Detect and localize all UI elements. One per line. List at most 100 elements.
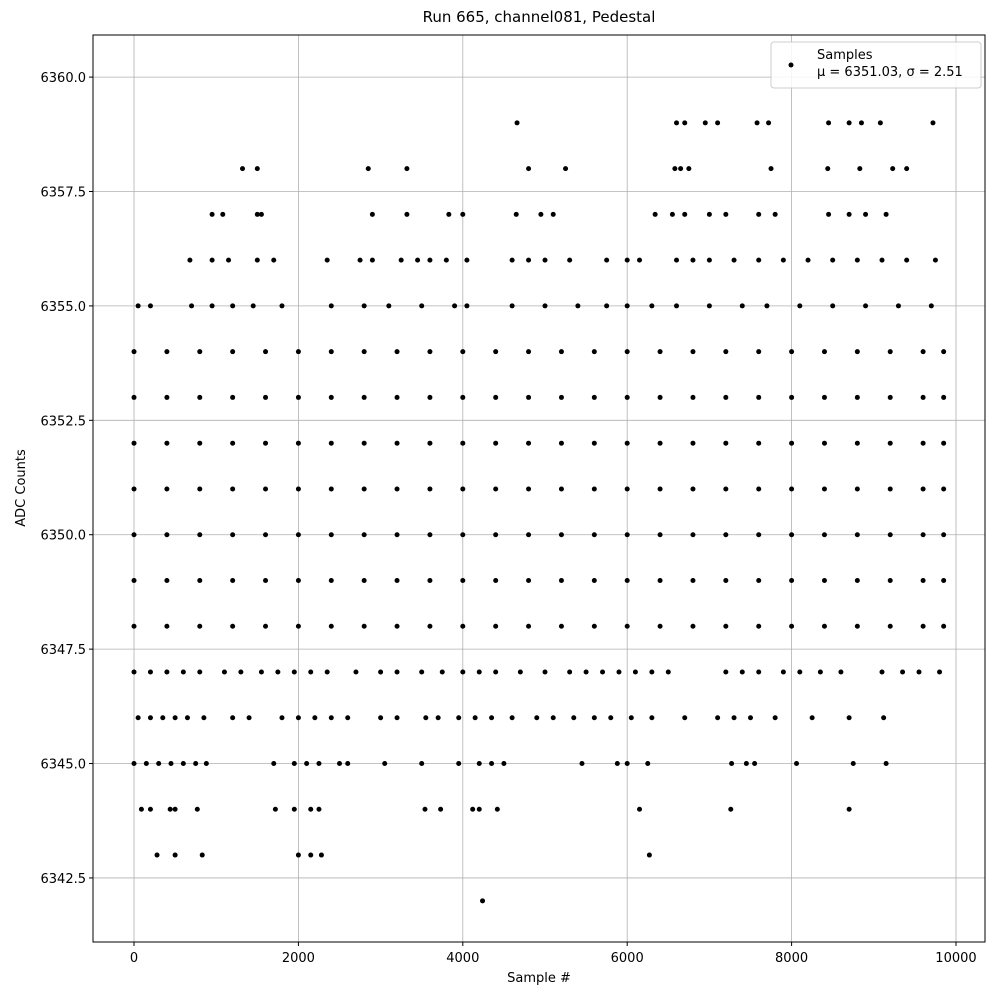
point xyxy=(941,486,947,492)
point xyxy=(941,532,947,538)
point xyxy=(826,120,832,126)
point xyxy=(147,669,153,675)
point xyxy=(764,303,770,309)
point xyxy=(328,303,334,309)
point xyxy=(789,440,795,446)
point xyxy=(538,211,544,217)
point xyxy=(674,303,680,309)
point xyxy=(394,440,400,446)
point xyxy=(756,394,762,400)
point xyxy=(526,440,532,446)
point xyxy=(904,257,910,263)
point xyxy=(600,669,606,675)
point xyxy=(567,257,573,263)
point xyxy=(460,211,466,217)
point xyxy=(230,623,236,629)
point xyxy=(723,349,729,355)
point xyxy=(772,211,778,217)
point xyxy=(591,486,597,492)
point xyxy=(731,715,737,721)
point xyxy=(682,211,688,217)
point xyxy=(230,349,236,355)
point xyxy=(304,761,310,767)
point xyxy=(723,623,729,629)
point xyxy=(715,120,721,126)
plot-frame xyxy=(92,34,986,943)
point xyxy=(857,166,863,172)
point xyxy=(624,394,630,400)
point xyxy=(854,394,860,400)
point xyxy=(846,806,852,812)
point xyxy=(131,486,137,492)
point xyxy=(591,394,597,400)
point xyxy=(131,532,137,538)
point xyxy=(900,669,906,675)
point xyxy=(821,623,827,629)
point xyxy=(854,532,860,538)
point xyxy=(756,349,762,355)
point xyxy=(472,715,478,721)
point xyxy=(881,715,887,721)
point xyxy=(164,349,170,355)
point xyxy=(295,577,301,583)
point xyxy=(263,577,269,583)
point xyxy=(930,120,936,126)
point xyxy=(193,761,199,767)
point xyxy=(789,486,795,492)
point xyxy=(258,669,264,675)
point xyxy=(728,806,734,812)
point xyxy=(427,577,433,583)
point xyxy=(328,623,334,629)
point xyxy=(780,669,786,675)
point xyxy=(197,577,203,583)
point xyxy=(493,394,499,400)
point xyxy=(308,806,314,812)
point xyxy=(558,349,564,355)
point xyxy=(890,166,896,172)
point xyxy=(526,486,532,492)
point xyxy=(797,669,803,675)
point xyxy=(932,257,938,263)
point xyxy=(324,257,330,263)
point xyxy=(394,623,400,629)
point xyxy=(766,120,772,126)
point xyxy=(575,303,581,309)
point xyxy=(328,486,334,492)
point xyxy=(723,532,729,538)
point xyxy=(160,715,166,721)
point xyxy=(821,440,827,446)
point xyxy=(624,257,630,263)
point xyxy=(850,761,856,767)
point xyxy=(263,349,269,355)
point xyxy=(614,761,620,767)
point xyxy=(470,806,476,812)
point xyxy=(517,669,523,675)
point xyxy=(435,715,441,721)
point xyxy=(747,715,753,721)
point xyxy=(254,211,260,217)
point xyxy=(456,715,462,721)
point xyxy=(657,440,663,446)
point xyxy=(489,715,495,721)
point xyxy=(378,715,384,721)
point xyxy=(382,761,388,767)
point xyxy=(854,349,860,355)
point xyxy=(263,532,269,538)
point xyxy=(263,486,269,492)
point xyxy=(526,577,532,583)
point xyxy=(168,761,174,767)
point xyxy=(674,120,680,126)
point xyxy=(723,577,729,583)
point xyxy=(637,806,643,812)
point xyxy=(526,532,532,538)
point xyxy=(291,806,297,812)
point xyxy=(460,623,466,629)
point xyxy=(419,303,425,309)
point xyxy=(312,715,318,721)
point xyxy=(846,120,852,126)
x-axis-label: Sample # xyxy=(507,971,571,986)
point xyxy=(526,394,532,400)
point xyxy=(674,257,680,263)
y-tick-label: 6360.0 xyxy=(41,71,87,86)
